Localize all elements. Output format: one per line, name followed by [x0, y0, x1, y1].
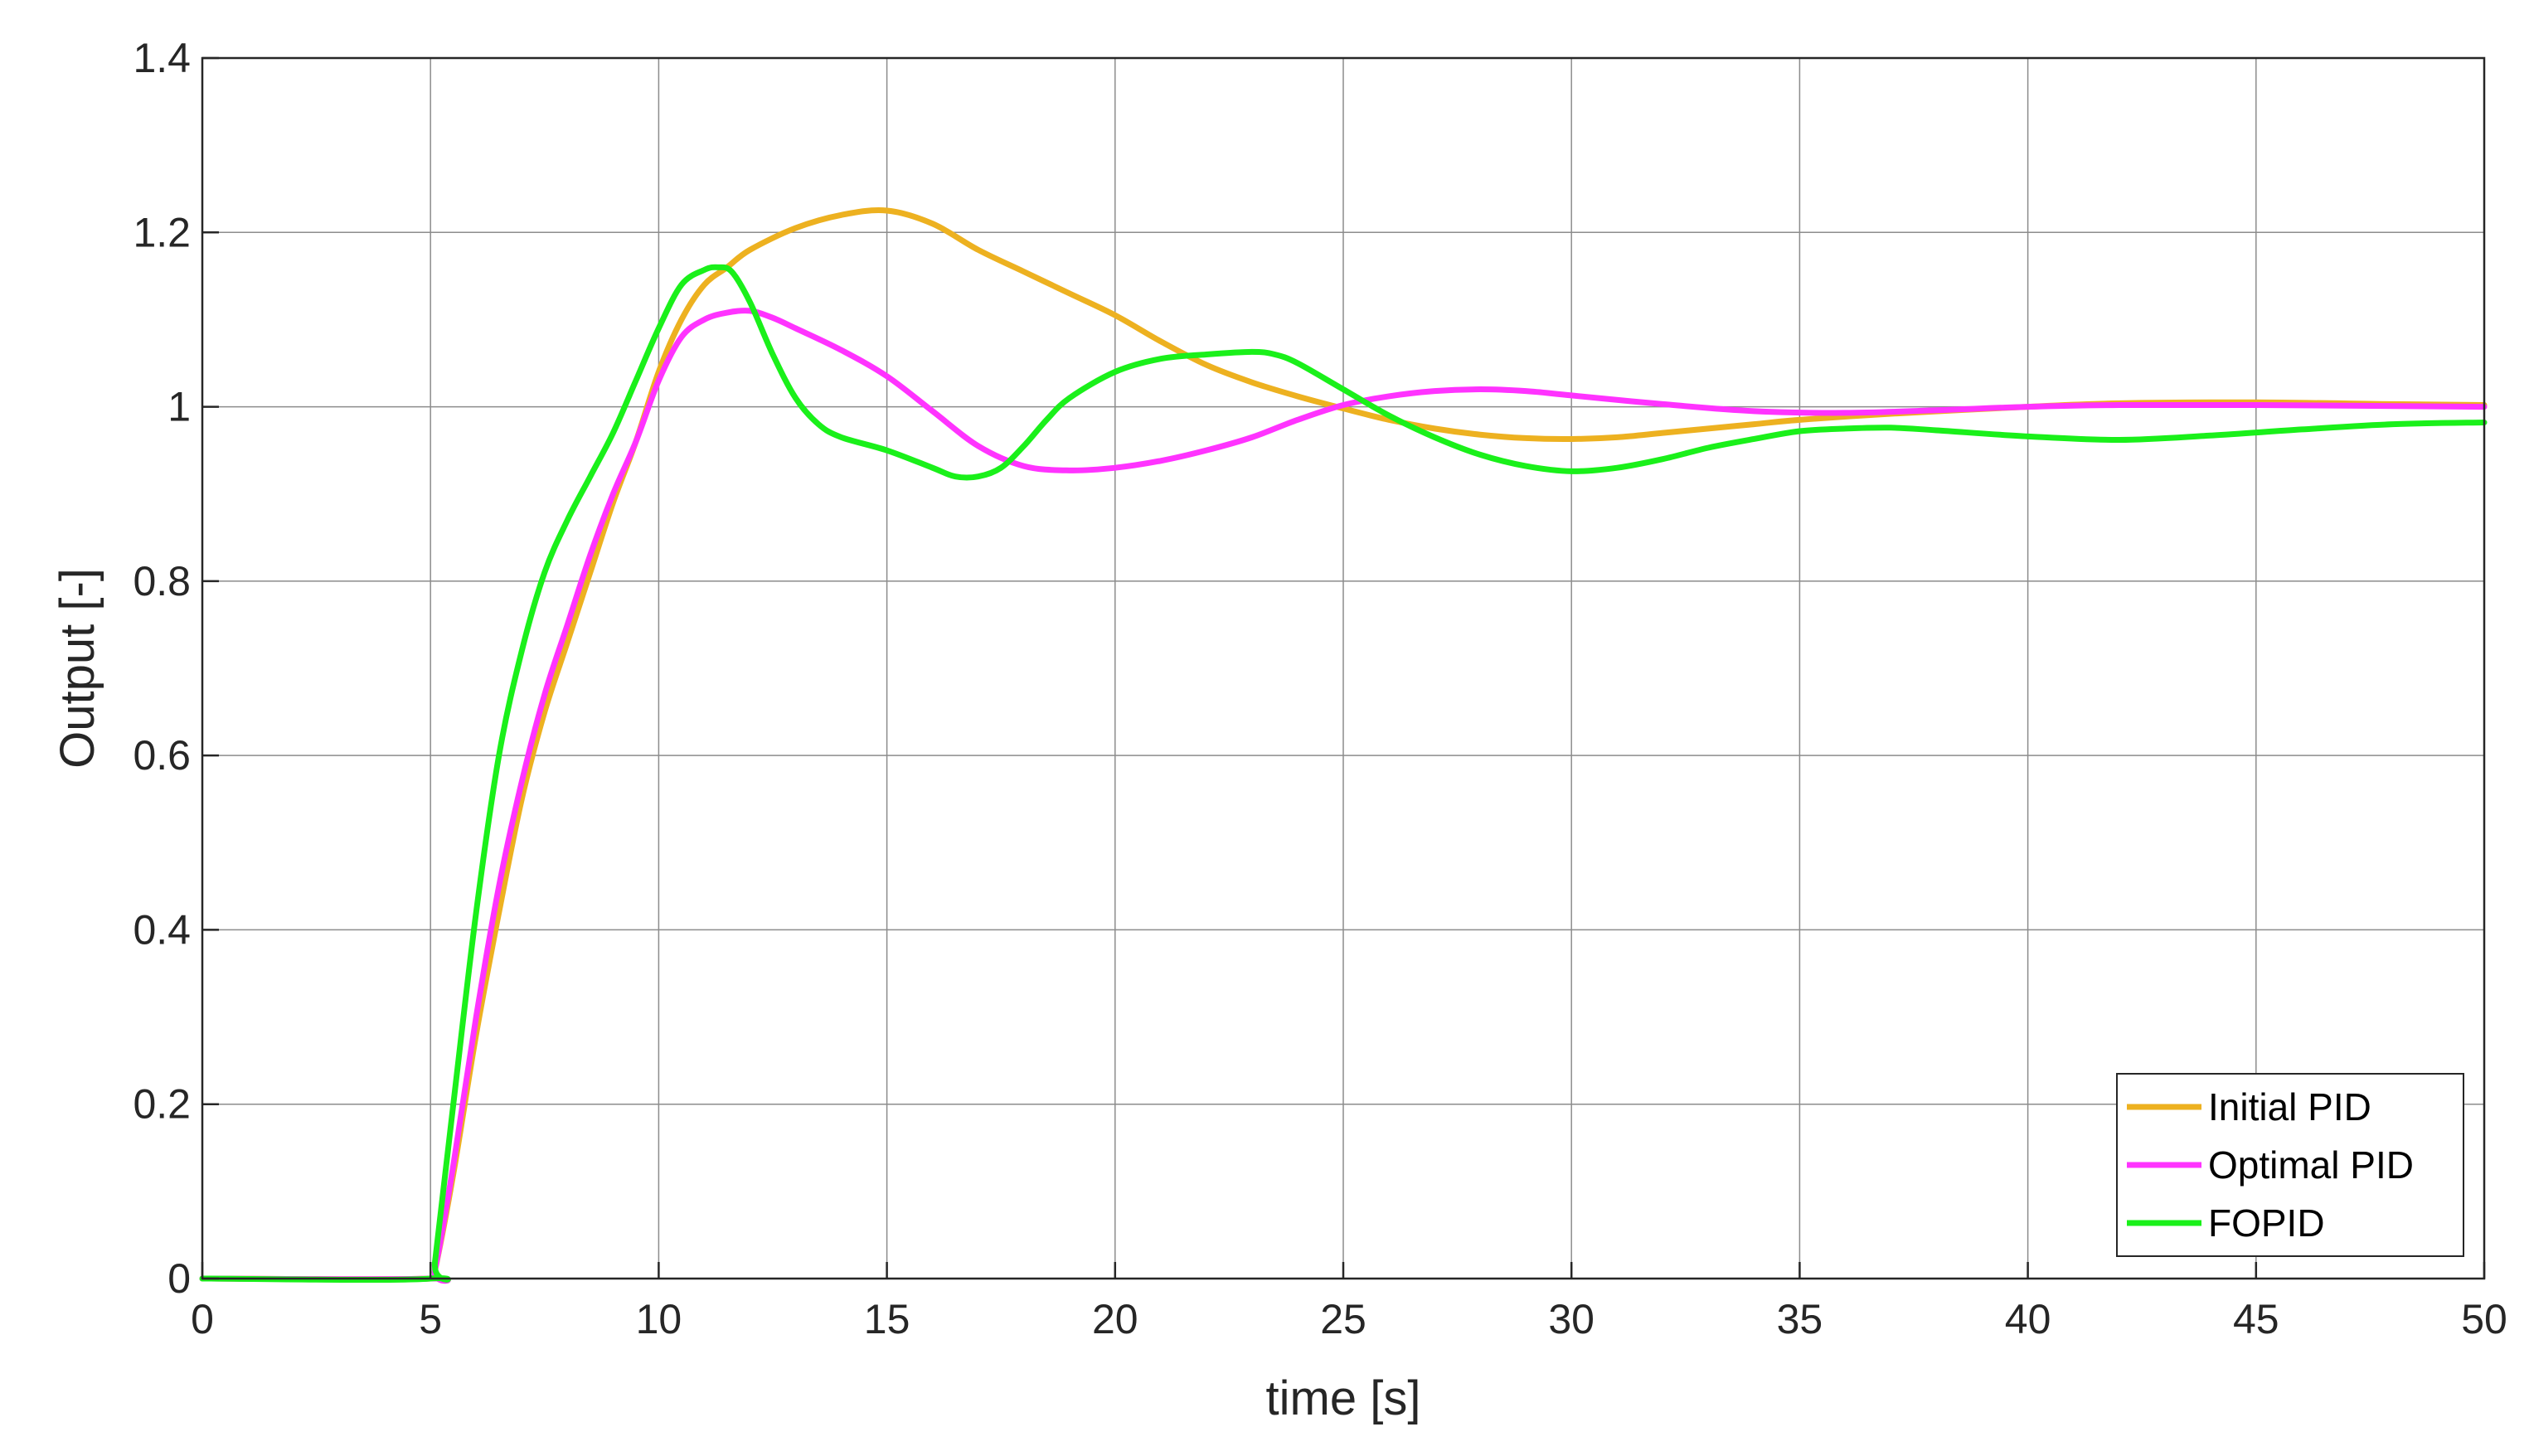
- y-tick-label: 1: [167, 384, 191, 430]
- legend-label: FOPID: [2208, 1201, 2325, 1245]
- y-tick-label: 0.6: [133, 732, 191, 779]
- y-tick-label: 0.4: [133, 906, 191, 953]
- x-tick-label: 5: [419, 1296, 442, 1342]
- y-tick-label: 1.4: [133, 35, 191, 81]
- x-tick-label: 40: [2005, 1296, 2051, 1342]
- x-tick-label: 10: [636, 1296, 682, 1342]
- series-line-optimal-pid: [199, 308, 2488, 1284]
- x-tick-label: 35: [1777, 1296, 1823, 1342]
- y-tick-label: 0.8: [133, 558, 191, 604]
- x-tick-label: 45: [2233, 1296, 2279, 1342]
- y-tick-label: 0: [167, 1255, 191, 1302]
- legend-label: Initial PID: [2208, 1085, 2371, 1128]
- x-tick-label: 15: [864, 1296, 910, 1342]
- series-line-fopid: [199, 264, 2488, 1284]
- y-axis-label: Output [-]: [51, 568, 104, 769]
- x-tick-label: 0: [191, 1296, 214, 1342]
- x-tick-label: 25: [1320, 1296, 1366, 1342]
- x-axis-label: time [s]: [1266, 1371, 1421, 1425]
- y-tick-label: 1.2: [133, 209, 191, 255]
- x-tick-label: 30: [1548, 1296, 1595, 1342]
- legend: Initial PID Optimal PID FOPID: [2116, 1073, 2464, 1257]
- tick-group: 0 5 10 15 20 25 30 35 40 45 50 0 0.2 0.4 0.6 0.8 1 1.2 1.4: [133, 35, 2507, 1342]
- legend-label: Optimal PID: [2208, 1143, 2414, 1187]
- x-tick-label: 20: [1092, 1296, 1138, 1342]
- series-group: [199, 207, 2488, 1284]
- x-tick-label: 50: [2461, 1296, 2507, 1342]
- y-tick-label: 0.2: [133, 1081, 191, 1128]
- series-line-initial-pid: [199, 207, 2488, 1284]
